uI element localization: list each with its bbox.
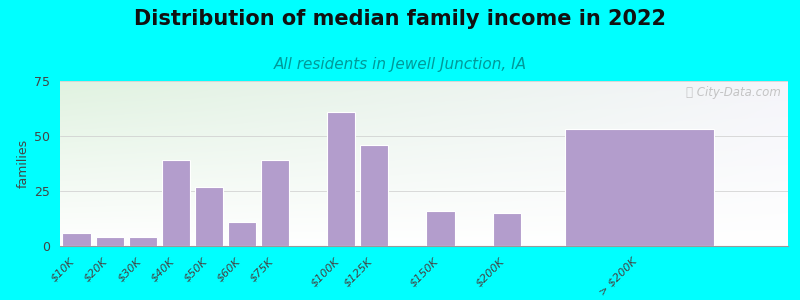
Bar (228, 222, 256, 246)
Bar (95, 237, 124, 246)
Bar (162, 160, 190, 246)
Bar (195, 187, 223, 246)
Y-axis label: families: families (17, 139, 30, 188)
Text: ⓘ City-Data.com: ⓘ City-Data.com (686, 86, 781, 99)
Bar (360, 145, 389, 246)
Text: Distribution of median family income in 2022: Distribution of median family income in … (134, 9, 666, 29)
Bar (493, 213, 521, 246)
Bar (426, 211, 454, 246)
Bar (261, 160, 289, 246)
Bar (565, 129, 714, 246)
Bar (62, 233, 90, 246)
Bar (129, 237, 157, 246)
Text: All residents in Jewell Junction, IA: All residents in Jewell Junction, IA (274, 57, 526, 72)
Bar (327, 112, 355, 246)
